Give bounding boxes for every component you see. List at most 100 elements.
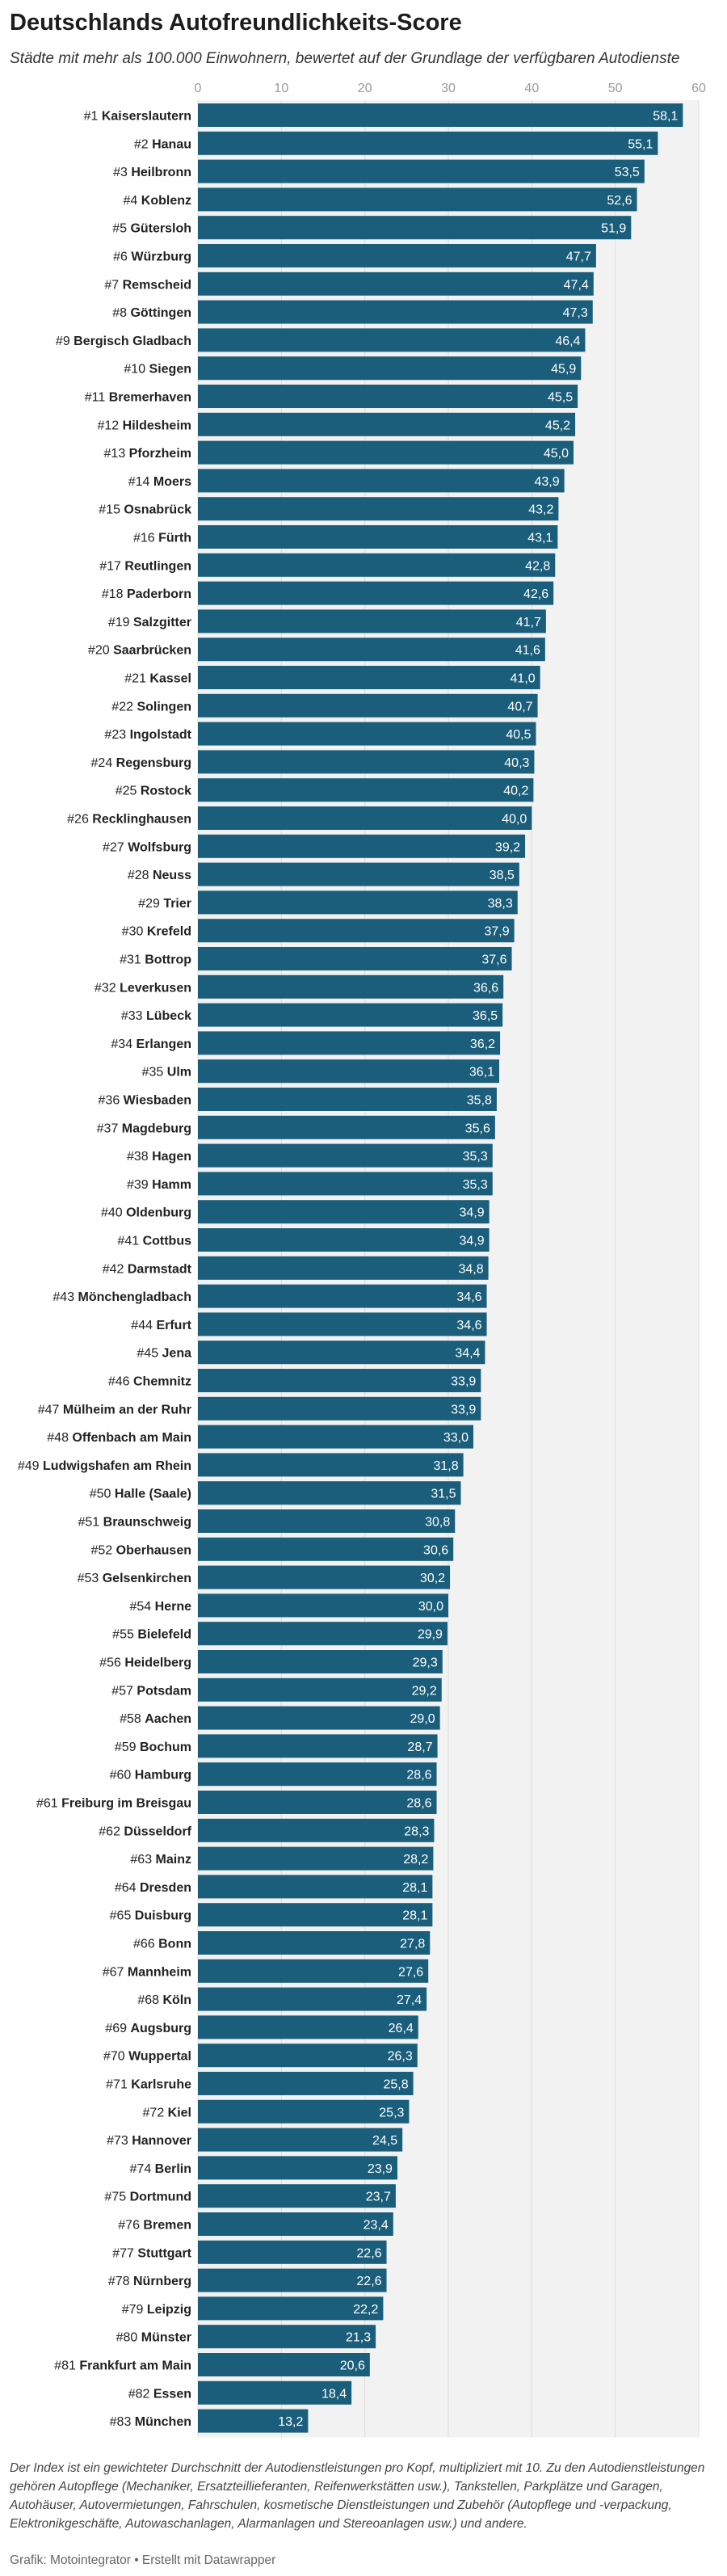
category-label: #14 Moers [128, 475, 191, 489]
category-label: #67 Mannheim [103, 1965, 191, 1979]
bar [198, 1537, 454, 1561]
bar [198, 469, 565, 493]
value-label: 34,6 [456, 1319, 481, 1332]
category-label: #4 Koblenz [124, 194, 191, 208]
x-tick-label: 20 [358, 82, 372, 95]
value-label: 34,6 [456, 1290, 481, 1304]
bar [198, 1369, 481, 1392]
category-label: #7 Remscheid [104, 278, 191, 292]
bar [198, 722, 536, 746]
category-label: #44 Erfurt [131, 1319, 191, 1332]
bar [198, 1481, 461, 1505]
value-label: 36,6 [473, 981, 498, 995]
x-tick-label: 10 [274, 82, 288, 95]
bar [198, 1256, 489, 1280]
category-label: #50 Halle (Saale) [90, 1488, 191, 1501]
bar [198, 581, 554, 605]
category-label: #31 Bottrop [120, 953, 191, 967]
category-label: #74 Berlin [130, 2162, 191, 2176]
category-label: #72 Kiel [143, 2106, 191, 2119]
value-label: 39,2 [495, 840, 520, 854]
category-label: #28 Neuss [128, 869, 191, 882]
category-label: #13 Pforzheim [104, 447, 191, 461]
bar [198, 1088, 497, 1111]
category-label: #66 Bonn [133, 1938, 191, 1951]
bar [198, 2325, 376, 2349]
value-label: 13,2 [278, 2415, 303, 2429]
value-label: 23,4 [364, 2219, 389, 2233]
bar [198, 1003, 503, 1027]
value-label: 33,9 [451, 1403, 476, 1416]
value-label: 36,2 [470, 1038, 495, 1051]
value-label: 41,6 [515, 644, 540, 658]
bar [198, 1031, 501, 1055]
category-label: #68 Köln [137, 1993, 191, 2007]
value-label: 42,6 [523, 587, 548, 601]
category-label: #63 Mainz [130, 1853, 191, 1867]
category-label: #23 Ingolstadt [104, 728, 191, 742]
value-label: 25,8 [383, 2078, 408, 2092]
bar [198, 159, 645, 183]
x-tick-label: 0 [195, 82, 202, 95]
x-tick-label: 60 [691, 82, 706, 95]
value-label: 43,2 [528, 503, 553, 517]
value-label: 21,3 [346, 2331, 371, 2345]
value-label: 38,3 [488, 897, 513, 911]
category-label: #61 Freiburg im Breisgau [36, 1797, 191, 1811]
bar [198, 2184, 396, 2208]
bar [198, 1622, 448, 1646]
value-label: 18,4 [321, 2387, 347, 2401]
value-label: 45,2 [545, 419, 570, 432]
category-label: #64 Dresden [115, 1881, 191, 1895]
category-label: #52 Oberhausen [91, 1543, 192, 1557]
value-label: 36,1 [469, 1066, 494, 1080]
category-label: #69 Augsburg [105, 2022, 191, 2035]
bar [198, 328, 586, 352]
bar [198, 1762, 437, 1787]
bar [198, 834, 526, 858]
bar [198, 103, 683, 127]
category-label: #33 Lübeck [121, 1009, 191, 1023]
bar [198, 2212, 393, 2236]
bar [198, 1791, 437, 1814]
value-label: 38,5 [490, 869, 515, 882]
category-label: #70 Wuppertal [103, 2050, 191, 2064]
value-label: 22,2 [353, 2303, 378, 2317]
bar [198, 2156, 397, 2180]
value-label: 37,6 [481, 953, 506, 967]
value-label: 22,6 [356, 2246, 381, 2260]
category-label: #49 Ludwigshafen am Rhein [18, 1459, 191, 1473]
category-label: #75 Dortmund [104, 2191, 191, 2204]
category-label: #16 Fürth [133, 532, 191, 545]
value-label: 28,2 [403, 1853, 428, 1867]
value-label: 47,7 [566, 250, 591, 264]
bar [198, 778, 534, 802]
value-label: 28,3 [404, 1825, 429, 1838]
bar [198, 1846, 434, 1871]
bar [198, 1987, 427, 2011]
category-label: #42 Darmstadt [103, 1262, 192, 1276]
chart-subtitle: Städte mit mehr als 100.000 Einwohnern, … [10, 50, 680, 67]
bar [198, 609, 546, 633]
value-label: 45,0 [544, 447, 569, 461]
value-label: 25,3 [379, 2106, 404, 2119]
bar [198, 2353, 370, 2376]
bar [198, 1059, 500, 1084]
value-label: 29,3 [413, 1656, 438, 1670]
value-label: 27,6 [398, 1965, 423, 1979]
category-label: #81 Frankfurt am Main [54, 2359, 191, 2373]
bar [198, 1284, 487, 1308]
category-label: #65 Duisburg [110, 1909, 191, 1923]
value-label: 20,6 [340, 2359, 365, 2373]
category-label: #1 Kaiserslautern [84, 110, 191, 124]
value-label: 41,7 [516, 616, 541, 629]
category-label: #11 Bremerhaven [85, 391, 191, 405]
category-label: #80 Münster [116, 2331, 191, 2345]
category-label: #20 Saarbrücken [88, 644, 191, 658]
value-label: 34,9 [459, 1206, 484, 1220]
value-label: 41,0 [511, 672, 536, 686]
category-label: #8 Göttingen [112, 306, 191, 320]
bar [198, 1706, 440, 1730]
category-label: #41 Cottbus [117, 1235, 191, 1248]
category-label: #9 Bergisch Gladbach [56, 335, 191, 348]
